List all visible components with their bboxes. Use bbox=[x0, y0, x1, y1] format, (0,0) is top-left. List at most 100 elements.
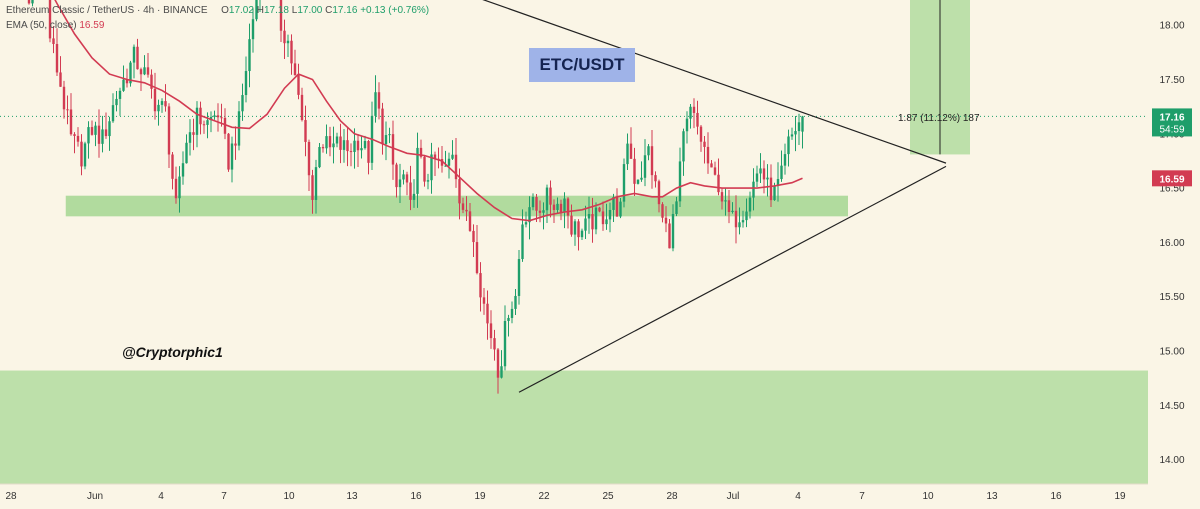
candle-body bbox=[479, 273, 482, 298]
y-tick-label: 16.50 bbox=[1159, 184, 1184, 195]
candle-body bbox=[62, 86, 66, 110]
candle-body bbox=[346, 140, 349, 152]
candle bbox=[594, 202, 598, 235]
candle bbox=[55, 28, 59, 77]
candle-body bbox=[59, 72, 62, 87]
candle bbox=[87, 121, 90, 159]
candle-body bbox=[76, 135, 80, 142]
candle-body bbox=[549, 187, 552, 205]
candle-body bbox=[528, 207, 531, 223]
candle bbox=[479, 262, 482, 312]
x-tick-label: 13 bbox=[986, 491, 998, 502]
candle-body bbox=[493, 338, 496, 350]
candle bbox=[83, 141, 87, 170]
candle bbox=[167, 103, 171, 169]
candle bbox=[381, 102, 384, 155]
candle-body bbox=[423, 156, 426, 182]
candle-body bbox=[416, 147, 419, 194]
candle bbox=[188, 119, 192, 156]
symbol-legend: Ethereum Classic / TetherUS · 4h · BINAN… bbox=[6, 5, 429, 16]
candle bbox=[115, 91, 118, 112]
candle bbox=[307, 139, 311, 191]
candle-body bbox=[255, 0, 258, 20]
candle-body bbox=[486, 303, 489, 324]
candle bbox=[717, 158, 720, 196]
candle-body bbox=[48, 0, 52, 39]
candle bbox=[237, 101, 241, 151]
candle-body bbox=[657, 181, 661, 205]
candle-body bbox=[321, 147, 325, 149]
chart-title-box: ETC/USDT bbox=[529, 48, 635, 82]
candle bbox=[136, 38, 139, 70]
candle-body bbox=[535, 197, 538, 211]
candle bbox=[692, 98, 696, 129]
candle bbox=[356, 133, 360, 167]
candle bbox=[521, 209, 524, 262]
candle-body bbox=[381, 108, 384, 145]
candle-body bbox=[458, 179, 461, 204]
candle bbox=[202, 120, 206, 134]
candle-body bbox=[146, 67, 150, 75]
candle-body bbox=[419, 147, 423, 157]
candle-body bbox=[580, 230, 584, 238]
candle bbox=[619, 197, 622, 219]
candle-body bbox=[643, 155, 647, 178]
candle-body bbox=[801, 116, 804, 132]
candle bbox=[199, 101, 202, 135]
time-axis bbox=[0, 484, 1200, 509]
candle bbox=[748, 191, 752, 219]
candle bbox=[752, 168, 755, 211]
candle bbox=[682, 128, 685, 176]
candle bbox=[248, 23, 251, 88]
candle-body bbox=[762, 168, 766, 180]
candle bbox=[482, 287, 486, 315]
candle bbox=[689, 103, 692, 129]
candle bbox=[416, 132, 419, 208]
candle bbox=[255, 0, 258, 22]
candle-body bbox=[290, 40, 293, 64]
candle bbox=[146, 53, 150, 78]
candle-body bbox=[52, 38, 55, 45]
candle bbox=[318, 142, 321, 169]
candle-body bbox=[328, 136, 332, 148]
candle bbox=[335, 132, 339, 148]
y-tick-label: 18.00 bbox=[1159, 21, 1184, 32]
candle-body bbox=[111, 105, 115, 122]
candle bbox=[563, 192, 566, 229]
candle bbox=[489, 310, 493, 349]
candle-body bbox=[311, 175, 314, 200]
candle-body bbox=[559, 203, 563, 213]
candle-body bbox=[591, 214, 594, 230]
candle bbox=[339, 123, 342, 164]
candle-body bbox=[164, 101, 167, 107]
candle bbox=[636, 179, 640, 185]
candle bbox=[143, 55, 146, 76]
candle bbox=[62, 80, 66, 119]
candle-body bbox=[647, 146, 650, 156]
candle bbox=[545, 184, 549, 224]
candle bbox=[409, 165, 412, 211]
candle bbox=[185, 134, 188, 164]
candle-body bbox=[598, 207, 601, 212]
candle bbox=[160, 98, 164, 113]
candle-body bbox=[668, 223, 671, 249]
candle-body bbox=[440, 159, 444, 166]
candle-body bbox=[465, 209, 468, 212]
candle-body bbox=[783, 154, 787, 166]
candle-body bbox=[251, 19, 255, 40]
candle bbox=[794, 116, 797, 152]
candle-body bbox=[118, 90, 122, 99]
candle-body bbox=[426, 180, 430, 182]
low-value: 17.00 bbox=[297, 5, 323, 16]
candle bbox=[370, 101, 374, 171]
candle bbox=[251, 8, 255, 53]
candle bbox=[332, 126, 335, 164]
candle-body bbox=[759, 168, 762, 174]
candle-body bbox=[503, 320, 507, 367]
candle-body bbox=[360, 148, 363, 151]
candle bbox=[556, 197, 559, 214]
candle bbox=[486, 290, 489, 340]
candle bbox=[405, 171, 409, 196]
candle-body bbox=[293, 63, 297, 76]
